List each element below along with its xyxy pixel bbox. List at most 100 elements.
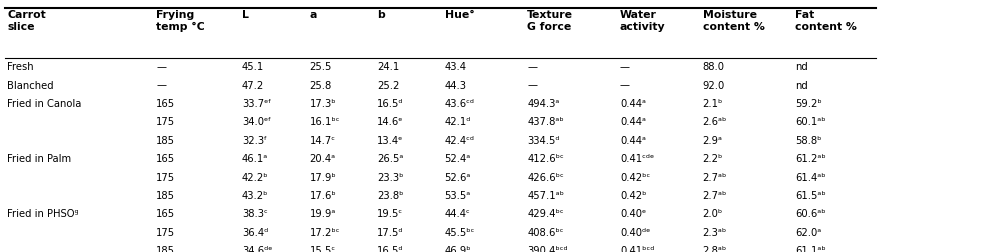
Text: 45.1: 45.1	[242, 62, 264, 72]
Text: 165: 165	[156, 99, 175, 109]
Text: 19.9ᵃ: 19.9ᵃ	[309, 209, 336, 219]
Text: 2.2ᵇ: 2.2ᵇ	[703, 154, 723, 164]
Text: 0.44ᵃ: 0.44ᵃ	[620, 99, 646, 109]
Text: —: —	[156, 62, 166, 72]
Text: Fried in Canola: Fried in Canola	[7, 99, 82, 109]
Text: 44.4ᶜ: 44.4ᶜ	[445, 209, 471, 219]
Text: 42.4ᶜᵈ: 42.4ᶜᵈ	[445, 136, 475, 146]
Text: 16.5ᵈ: 16.5ᵈ	[377, 246, 403, 252]
Text: 437.8ᵃᵇ: 437.8ᵃᵇ	[527, 117, 563, 127]
Text: 43.4: 43.4	[445, 62, 467, 72]
Text: 60.6ᵃᵇ: 60.6ᵃᵇ	[795, 209, 826, 219]
Text: 17.5ᵈ: 17.5ᵈ	[377, 228, 403, 238]
Text: 53.5ᵃ: 53.5ᵃ	[445, 191, 471, 201]
Text: 334.5ᵈ: 334.5ᵈ	[527, 136, 559, 146]
Text: Fried in Palm: Fried in Palm	[7, 154, 72, 164]
Text: 0.40ᵈᵉ: 0.40ᵈᵉ	[620, 228, 650, 238]
Text: 61.5ᵃᵇ: 61.5ᵃᵇ	[795, 191, 827, 201]
Text: 390.4ᵇᶜᵈ: 390.4ᵇᶜᵈ	[527, 246, 568, 252]
Text: 0.42ᵇ: 0.42ᵇ	[620, 191, 646, 201]
Text: 0.42ᵇᶜ: 0.42ᵇᶜ	[620, 173, 650, 182]
Text: 185: 185	[156, 246, 175, 252]
Text: 23.3ᵇ: 23.3ᵇ	[377, 173, 403, 182]
Text: 23.8ᵇ: 23.8ᵇ	[377, 191, 403, 201]
Text: 175: 175	[156, 228, 175, 238]
Text: 494.3ᵃ: 494.3ᵃ	[527, 99, 559, 109]
Text: 2.0ᵇ: 2.0ᵇ	[703, 209, 723, 219]
Text: 16.5ᵈ: 16.5ᵈ	[377, 99, 403, 109]
Text: 59.2ᵇ: 59.2ᵇ	[795, 99, 823, 109]
Text: 2.9ᵃ: 2.9ᵃ	[703, 136, 723, 146]
Text: 60.1ᵃᵇ: 60.1ᵃᵇ	[795, 117, 826, 127]
Text: 34.0ᵉᶠ: 34.0ᵉᶠ	[242, 117, 271, 127]
Text: 2.7ᵃᵇ: 2.7ᵃᵇ	[703, 191, 727, 201]
Text: Carrot
slice: Carrot slice	[7, 10, 45, 32]
Text: 0.44ᵃ: 0.44ᵃ	[620, 136, 646, 146]
Text: Water
activity: Water activity	[620, 10, 665, 32]
Text: 45.5ᵇᶜ: 45.5ᵇᶜ	[445, 228, 475, 238]
Text: 13.4ᵉ: 13.4ᵉ	[377, 136, 403, 146]
Text: 43.2ᵇ: 43.2ᵇ	[242, 191, 268, 201]
Text: b: b	[377, 10, 385, 20]
Text: 175: 175	[156, 117, 175, 127]
Text: 46.1ᵃ: 46.1ᵃ	[242, 154, 268, 164]
Text: 26.5ᵃ: 26.5ᵃ	[377, 154, 403, 164]
Text: 185: 185	[156, 191, 175, 201]
Text: Texture
G force: Texture G force	[527, 10, 574, 32]
Text: Moisture
content %: Moisture content %	[703, 10, 764, 32]
Text: —: —	[156, 81, 166, 90]
Text: 47.2: 47.2	[242, 81, 264, 90]
Text: —: —	[527, 62, 537, 72]
Text: 2.1ᵇ: 2.1ᵇ	[703, 99, 723, 109]
Text: 16.1ᵇᶜ: 16.1ᵇᶜ	[309, 117, 340, 127]
Text: 25.2: 25.2	[377, 81, 399, 90]
Text: 14.6ᵉ: 14.6ᵉ	[377, 117, 403, 127]
Text: 2.3ᵃᵇ: 2.3ᵃᵇ	[703, 228, 727, 238]
Text: 92.0: 92.0	[703, 81, 725, 90]
Text: 38.3ᶜ: 38.3ᶜ	[242, 209, 268, 219]
Text: 32.3ᶠ: 32.3ᶠ	[242, 136, 267, 146]
Text: 17.9ᵇ: 17.9ᵇ	[309, 173, 337, 182]
Text: 2.7ᵃᵇ: 2.7ᵃᵇ	[703, 173, 727, 182]
Text: 0.40ᵉ: 0.40ᵉ	[620, 209, 646, 219]
Text: 58.8ᵇ: 58.8ᵇ	[795, 136, 822, 146]
Text: 34.6ᵈᵉ: 34.6ᵈᵉ	[242, 246, 272, 252]
Text: 0.41ᶜᵈᵉ: 0.41ᶜᵈᵉ	[620, 154, 654, 164]
Text: 61.4ᵃᵇ: 61.4ᵃᵇ	[795, 173, 826, 182]
Text: 20.4ᵃ: 20.4ᵃ	[309, 154, 336, 164]
Text: 19.5ᶜ: 19.5ᶜ	[377, 209, 403, 219]
Text: 15.5ᶜ: 15.5ᶜ	[309, 246, 336, 252]
Text: 17.3ᵇ: 17.3ᵇ	[309, 99, 336, 109]
Text: 24.1: 24.1	[377, 62, 399, 72]
Text: Hue°: Hue°	[445, 10, 475, 20]
Text: nd: nd	[795, 62, 808, 72]
Text: a: a	[309, 10, 317, 20]
Text: 42.1ᵈ: 42.1ᵈ	[445, 117, 471, 127]
Text: 43.6ᶜᵈ: 43.6ᶜᵈ	[445, 99, 475, 109]
Text: 165: 165	[156, 209, 175, 219]
Text: —: —	[527, 81, 537, 90]
Text: 0.41ᵇᶜᵈ: 0.41ᵇᶜᵈ	[620, 246, 654, 252]
Text: 14.7ᶜ: 14.7ᶜ	[309, 136, 336, 146]
Text: 42.2ᵇ: 42.2ᵇ	[242, 173, 268, 182]
Text: 44.3: 44.3	[445, 81, 467, 90]
Text: 33.7ᵉᶠ: 33.7ᵉᶠ	[242, 99, 271, 109]
Text: 61.1ᵃᵇ: 61.1ᵃᵇ	[795, 246, 827, 252]
Text: —: —	[620, 62, 630, 72]
Text: Fried in PHSOᵍ: Fried in PHSOᵍ	[7, 209, 79, 219]
Text: L: L	[242, 10, 249, 20]
Text: 61.2ᵃᵇ: 61.2ᵃᵇ	[795, 154, 827, 164]
Text: 25.5: 25.5	[309, 62, 332, 72]
Text: 429.4ᵇᶜ: 429.4ᵇᶜ	[527, 209, 563, 219]
Text: Fresh: Fresh	[7, 62, 33, 72]
Text: 185: 185	[156, 136, 175, 146]
Text: 408.6ᵇᶜ: 408.6ᵇᶜ	[527, 228, 563, 238]
Text: 426.6ᵇᶜ: 426.6ᵇᶜ	[527, 173, 563, 182]
Text: 88.0: 88.0	[703, 62, 725, 72]
Text: 2.8ᵃᵇ: 2.8ᵃᵇ	[703, 246, 727, 252]
Text: 457.1ᵃᵇ: 457.1ᵃᵇ	[527, 191, 564, 201]
Text: Blanched: Blanched	[7, 81, 53, 90]
Text: 62.0ᵃ: 62.0ᵃ	[795, 228, 822, 238]
Text: 17.2ᵇᶜ: 17.2ᵇᶜ	[309, 228, 340, 238]
Text: Fat
content %: Fat content %	[795, 10, 857, 32]
